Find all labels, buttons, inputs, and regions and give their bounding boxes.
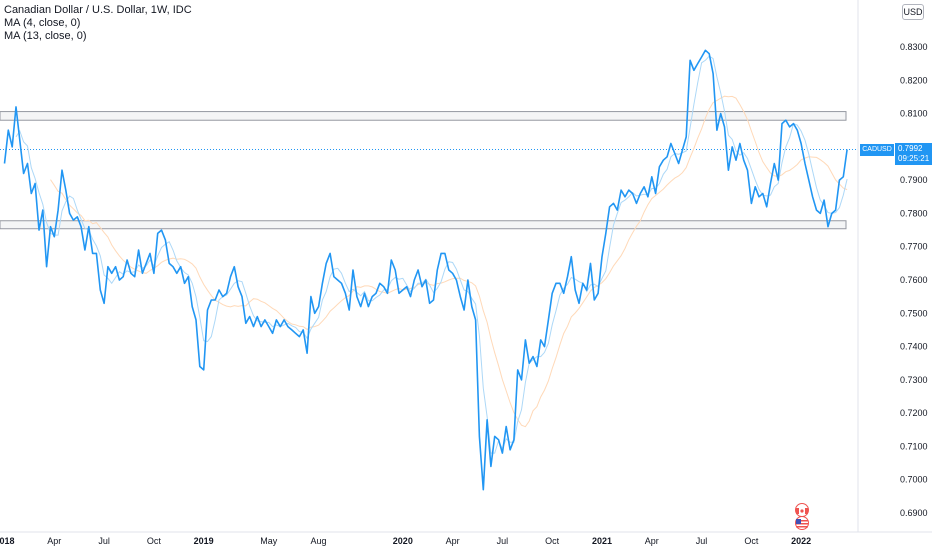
bar-countdown: 09:25:21 xyxy=(898,154,930,163)
x-tick-label: May xyxy=(260,536,278,546)
y-tick-label: 0.6900 xyxy=(900,508,928,518)
series-layer xyxy=(3,49,848,491)
x-tick-label: 2020 xyxy=(393,536,413,546)
x-tick-label: 2022 xyxy=(791,536,811,546)
y-tick-label: 0.8100 xyxy=(900,109,928,119)
price-axis[interactable]: 0.83000.82000.81000.80000.79000.78000.77… xyxy=(857,0,928,532)
price-line xyxy=(3,49,848,491)
legend-ma13[interactable]: MA (13, close, 0) xyxy=(4,30,87,42)
us-flag-event-icon[interactable] xyxy=(795,516,809,530)
chart-legend: Canadian Dollar / U.S. Dollar, 1W, IDC M… xyxy=(4,4,192,43)
y-tick-label: 0.7600 xyxy=(900,275,928,285)
x-tick-label: Oct xyxy=(147,536,162,546)
x-tick-label: Jul xyxy=(497,536,509,546)
y-tick-label: 0.7900 xyxy=(900,175,928,185)
y-tick-label: 0.7000 xyxy=(900,475,928,485)
x-tick-label: Oct xyxy=(545,536,560,546)
last-price-symbol-tag: CADUSD xyxy=(860,144,894,156)
x-tick-label: 2019 xyxy=(194,536,214,546)
x-tick-label: Oct xyxy=(744,536,759,546)
y-tick-label: 0.7800 xyxy=(900,208,928,218)
price-zone-rect xyxy=(0,111,847,121)
x-tick-label: Apr xyxy=(446,536,460,546)
chart-title: Canadian Dollar / U.S. Dollar, 1W, IDC xyxy=(4,4,192,16)
x-tick-label: Apr xyxy=(645,536,659,546)
legend-ma4[interactable]: MA (4, close, 0) xyxy=(4,17,81,29)
y-tick-label: 0.8200 xyxy=(900,75,928,85)
y-tick-label: 0.7400 xyxy=(900,342,928,352)
last-price-tag: 0.7992 09:25:21 xyxy=(895,143,932,165)
y-tick-label: 0.7200 xyxy=(900,408,928,418)
x-tick-label: Jul xyxy=(98,536,110,546)
currency-button[interactable]: USD xyxy=(902,4,924,20)
time-axis[interactable]: 2018 Apr Jul Oct 2019 May Aug 2020 Apr Jul Oct 2021… xyxy=(0,531,932,546)
last-price-value: 0.7992 xyxy=(898,144,923,153)
y-tick-label: 0.7500 xyxy=(900,308,928,318)
x-tick-label: Apr xyxy=(47,536,61,546)
x-tick-label: Jul xyxy=(696,536,708,546)
x-tick-label: 2018 xyxy=(0,536,15,546)
x-tick-label: Aug xyxy=(311,536,327,546)
y-tick-label: 0.7300 xyxy=(900,375,928,385)
support-resistance-zones xyxy=(0,111,858,230)
price-zone-rect xyxy=(0,220,847,230)
y-tick-label: 0.7100 xyxy=(900,441,928,451)
canada-flag-event-icon[interactable] xyxy=(795,503,809,517)
x-tick-label: 2021 xyxy=(592,536,612,546)
y-tick-label: 0.7700 xyxy=(900,242,928,252)
y-tick-label: 0.8300 xyxy=(900,42,928,52)
